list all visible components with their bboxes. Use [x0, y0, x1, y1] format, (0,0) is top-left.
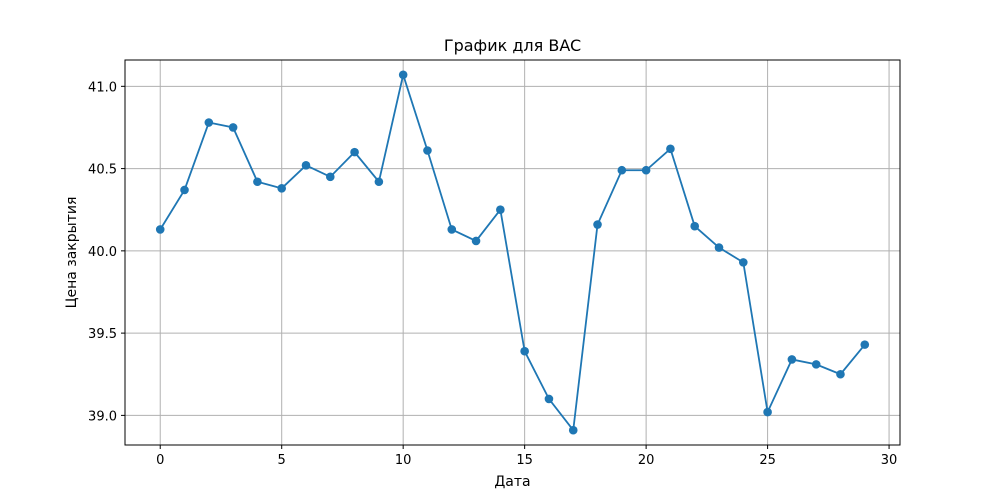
x-tick-label: 20 [638, 453, 655, 468]
x-tick-label: 15 [516, 453, 533, 468]
x-tick-label: 10 [395, 453, 412, 468]
data-point [204, 118, 214, 127]
x-tick-label: 30 [881, 453, 898, 468]
y-tick-label: 40.5 [88, 163, 117, 178]
data-point [350, 147, 359, 157]
y-tick-label: 39.5 [88, 327, 117, 342]
data-point [496, 205, 505, 215]
x-tick-label: 0 [156, 453, 164, 468]
plot-frame [124, 59, 901, 446]
data-point [471, 236, 481, 246]
x-tick-label: 25 [759, 453, 776, 468]
series-layer [155, 70, 870, 435]
data-point [593, 220, 602, 229]
y-tick-label: 39.0 [88, 409, 117, 424]
series-line [159, 71, 866, 433]
data-point [277, 184, 287, 193]
chart-title: График для BAC [444, 36, 581, 55]
data-point [811, 360, 821, 369]
data-point [690, 221, 700, 231]
data-point [520, 346, 529, 356]
data-point [836, 369, 845, 379]
ticks: 0 5 10 15 20 25 30 39.0 39.5 40.0 40.5 41.0 [88, 80, 897, 468]
data-point [641, 165, 651, 175]
data-point [763, 407, 772, 417]
data-point [860, 340, 870, 349]
data-point [228, 123, 238, 132]
data-point [447, 225, 457, 234]
data-point [544, 394, 554, 404]
data-point [180, 185, 189, 195]
y-tick-label: 41.0 [88, 80, 117, 95]
data-point [568, 425, 578, 435]
data-point [617, 165, 627, 175]
data-point [301, 160, 311, 170]
data-point [714, 243, 724, 252]
data-point [787, 355, 797, 364]
data-point [666, 144, 675, 154]
data-point [155, 225, 165, 234]
data-point [253, 177, 262, 187]
x-axis-title: Дата [494, 474, 530, 490]
y-tick-label: 40.0 [88, 245, 117, 260]
grid-lines [125, 60, 900, 445]
data-point [423, 146, 432, 155]
data-point [325, 172, 335, 182]
y-axis-title: Цена закрытия [64, 197, 80, 309]
data-point [374, 177, 384, 187]
x-tick-label: 5 [278, 453, 286, 468]
data-point [738, 258, 748, 267]
data-point [398, 70, 408, 80]
